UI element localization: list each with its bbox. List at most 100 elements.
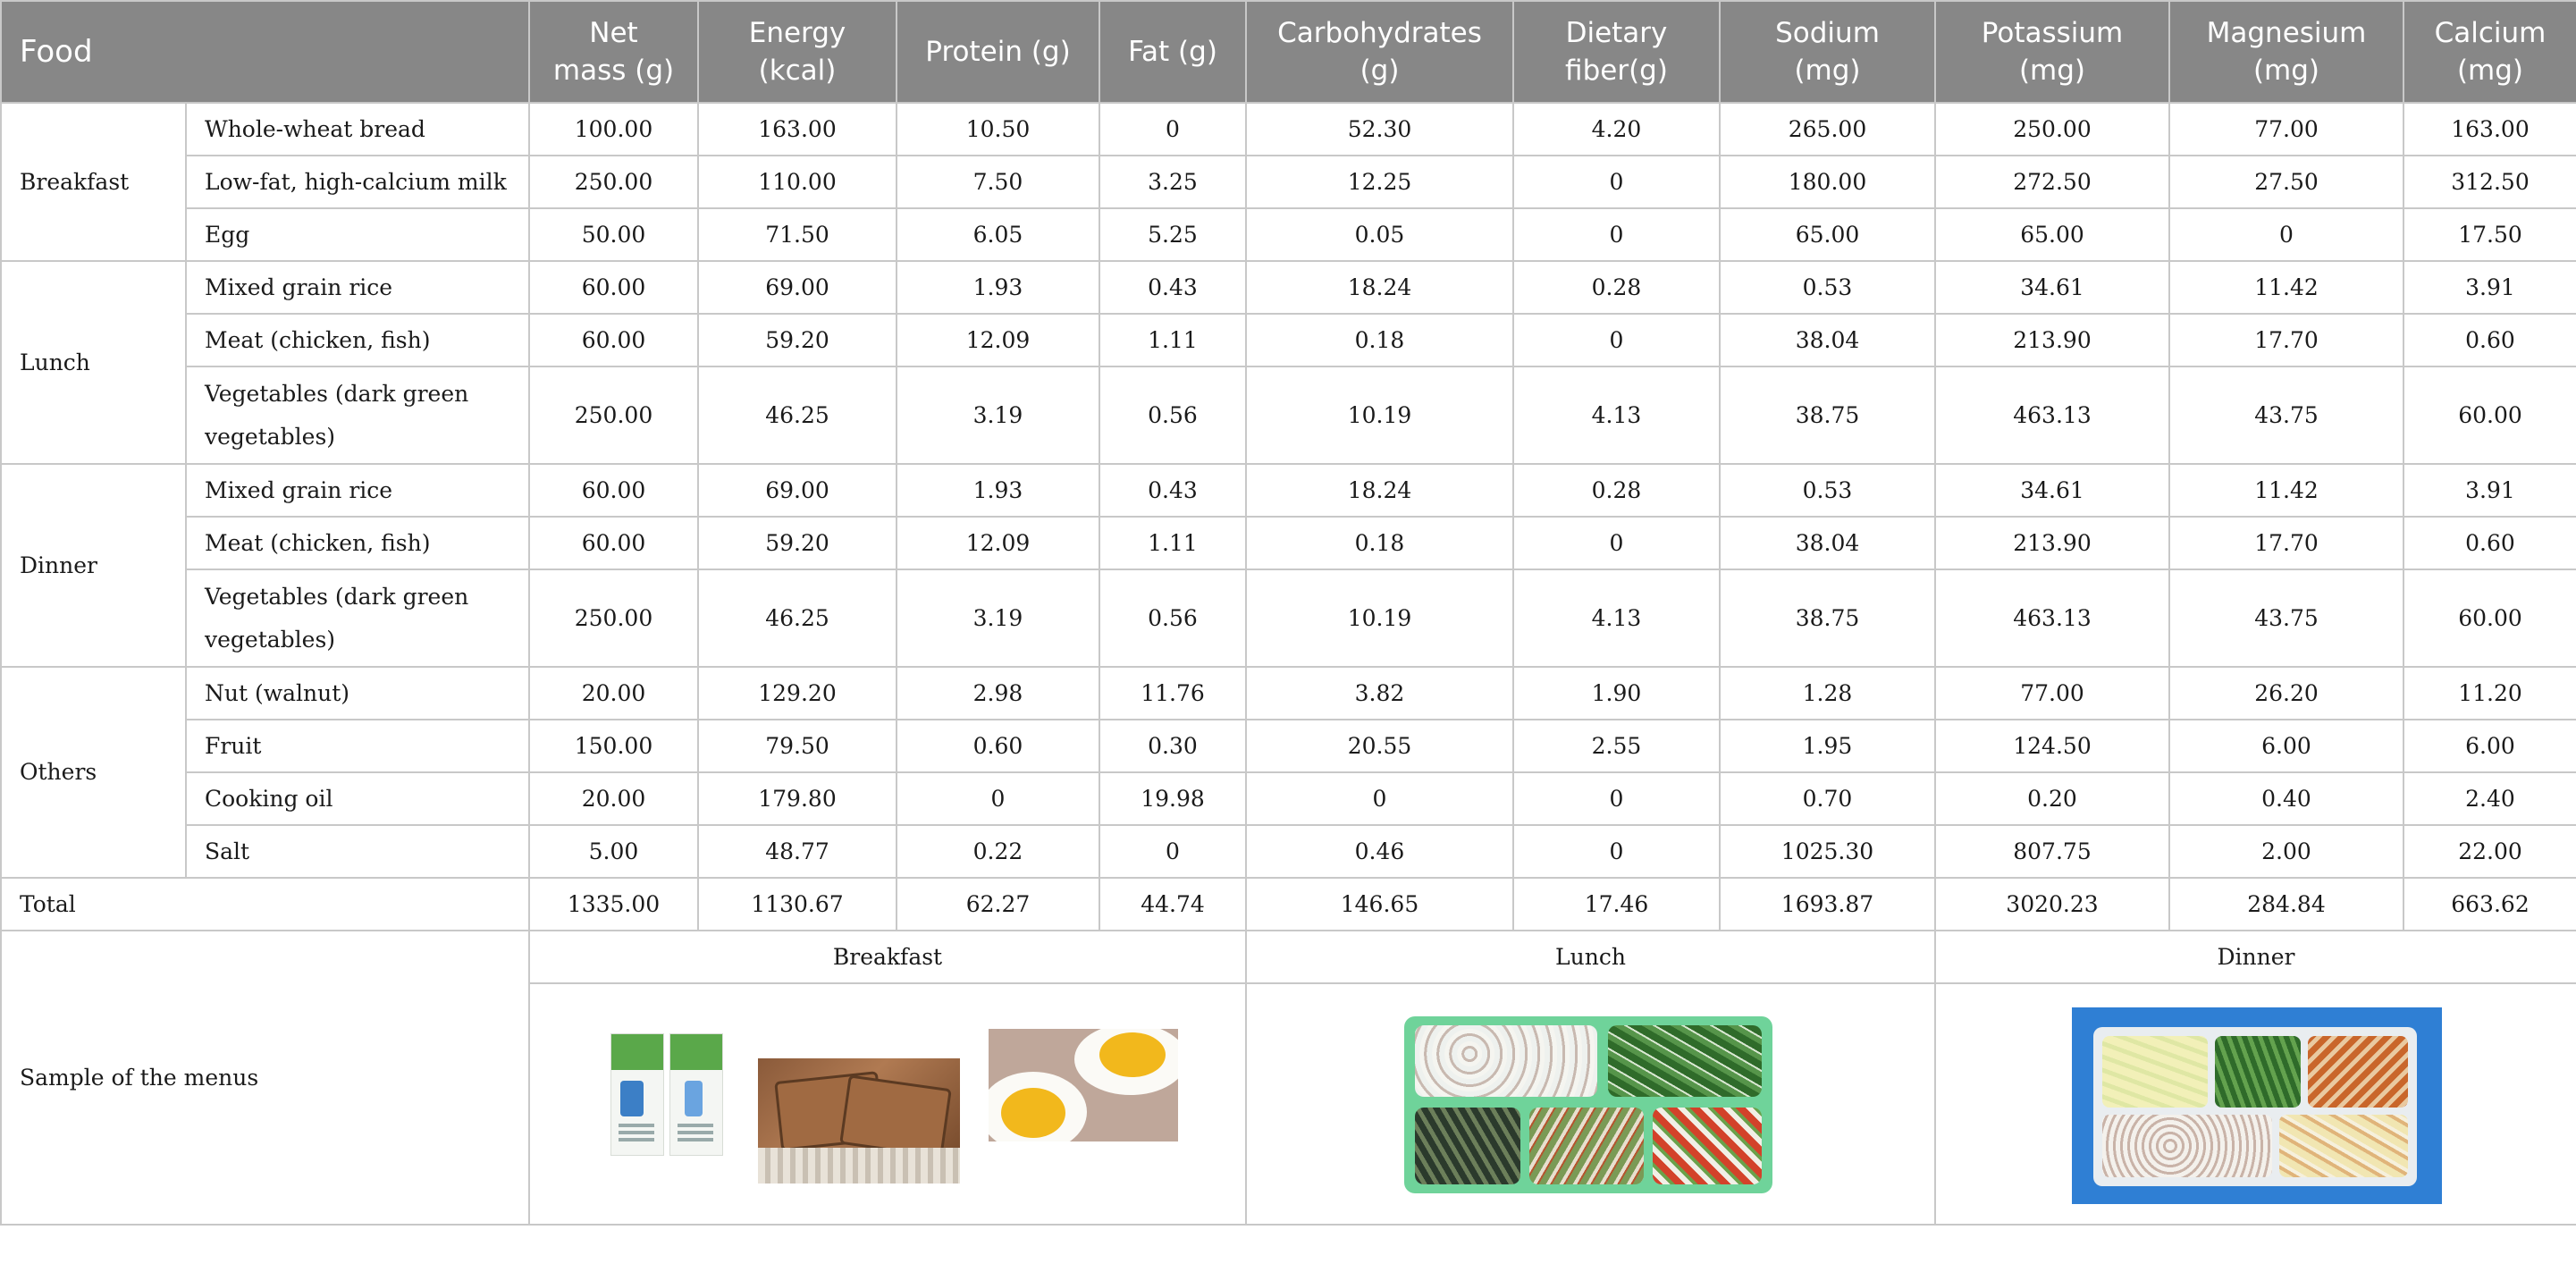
value-cell: 60.00 bbox=[528, 463, 699, 518]
value-cell: 180.00 bbox=[1719, 155, 1936, 209]
value-cell: 4.13 bbox=[1512, 569, 1721, 668]
value-cell: 0.28 bbox=[1512, 463, 1721, 518]
value-cell: 46.25 bbox=[697, 569, 897, 668]
value-cell: 0.53 bbox=[1719, 463, 1936, 518]
table-row: Salt 5.00 48.77 0.22 0 0.46 0 1025.30 80… bbox=[1, 824, 2576, 879]
total-value: 663.62 bbox=[2403, 877, 2576, 931]
value-cell: 1.11 bbox=[1099, 516, 1247, 570]
value-cell: 69.00 bbox=[697, 260, 897, 315]
value-cell: 10.19 bbox=[1245, 366, 1514, 465]
value-cell: 2.55 bbox=[1512, 719, 1721, 773]
table-row: Vegetables (dark green vegetables) 250.00… bbox=[1, 366, 2576, 465]
value-cell: 11.20 bbox=[2403, 666, 2576, 720]
nutrition-table-container: Food Net mass (g) Energy (kcal) Protein (g… bbox=[0, 0, 2576, 1226]
value-cell: 0.56 bbox=[1099, 366, 1247, 465]
food-item: Egg bbox=[185, 207, 530, 262]
value-cell: 11.76 bbox=[1099, 666, 1247, 720]
value-cell: 18.24 bbox=[1245, 463, 1514, 518]
total-value: 146.65 bbox=[1245, 877, 1514, 931]
value-cell: 179.80 bbox=[697, 771, 897, 826]
total-value: 1693.87 bbox=[1719, 877, 1936, 931]
value-cell: 38.04 bbox=[1719, 313, 1936, 367]
value-cell: 4.13 bbox=[1512, 366, 1721, 465]
breakfast-images-cell bbox=[528, 982, 1247, 1226]
sample-breakfast-label: Breakfast bbox=[528, 930, 1247, 984]
sample-menus-label: Sample of the menus bbox=[0, 930, 530, 1226]
value-cell: 60.00 bbox=[2403, 366, 2576, 465]
value-cell: 38.75 bbox=[1719, 569, 1936, 668]
header-food: Food bbox=[0, 0, 530, 104]
value-cell: 69.00 bbox=[697, 463, 897, 518]
value-cell: 60.00 bbox=[528, 313, 699, 367]
value-cell: 0 bbox=[1099, 102, 1247, 156]
value-cell: 27.50 bbox=[2168, 155, 2404, 209]
table-row: Dinner Mixed grain rice 60.00 69.00 1.93… bbox=[0, 463, 2576, 668]
value-cell: 65.00 bbox=[1934, 207, 2170, 262]
total-value: 62.27 bbox=[896, 877, 1100, 931]
value-cell: 213.90 bbox=[1934, 516, 2170, 570]
value-cell: 17.70 bbox=[2168, 313, 2404, 367]
value-cell: 0 bbox=[896, 771, 1100, 826]
header-sodium: Sodium (mg) bbox=[1719, 0, 1936, 104]
value-cell: 213.90 bbox=[1934, 313, 2170, 367]
value-cell: 22.00 bbox=[2403, 824, 2576, 879]
value-cell: 100.00 bbox=[528, 102, 699, 156]
value-cell: 46.25 bbox=[697, 366, 897, 465]
whole-wheat-bread-image bbox=[758, 1058, 960, 1184]
food-item: Vegetables (dark green vegetables) bbox=[185, 569, 530, 668]
table-row: Meat (chicken, fish) 60.00 59.20 12.09 1… bbox=[1, 516, 2576, 570]
value-cell: 110.00 bbox=[697, 155, 897, 209]
value-cell: 3.91 bbox=[2403, 463, 2576, 518]
value-cell: 0.05 bbox=[1245, 207, 1514, 262]
value-cell: 10.50 bbox=[896, 102, 1100, 156]
value-cell: 124.50 bbox=[1934, 719, 2170, 773]
value-cell: 77.00 bbox=[1934, 666, 2170, 720]
value-cell: 807.75 bbox=[1934, 824, 2170, 879]
value-cell: 60.00 bbox=[2403, 569, 2576, 668]
sample-lunch-label: Lunch bbox=[1245, 930, 1936, 984]
value-cell: 265.00 bbox=[1719, 102, 1936, 156]
breakfast-images bbox=[530, 984, 1245, 1224]
table-row: Lunch Mixed grain rice 60.00 69.00 1.93 … bbox=[0, 260, 2576, 465]
value-cell: 0.46 bbox=[1245, 824, 1514, 879]
food-item: Whole-wheat bread bbox=[185, 102, 530, 156]
table-row: Cooking oil 20.00 179.80 0 19.98 0 0 0.7… bbox=[1, 771, 2576, 826]
table-row: Meat (chicken, fish) 60.00 59.20 12.09 1… bbox=[1, 313, 2576, 367]
food-item: Meat (chicken, fish) bbox=[185, 313, 530, 367]
dinner-images bbox=[1936, 984, 2576, 1224]
value-cell: 0 bbox=[2168, 207, 2404, 262]
value-cell: 18.24 bbox=[1245, 260, 1514, 315]
header-magnesium: Magnesium (mg) bbox=[2168, 0, 2404, 104]
value-cell: 312.50 bbox=[2403, 155, 2576, 209]
sample-image-row bbox=[1, 982, 2576, 1226]
value-cell: 250.00 bbox=[528, 366, 699, 465]
value-cell: 0 bbox=[1099, 824, 1247, 879]
food-item: Cooking oil bbox=[185, 771, 530, 826]
value-cell: 3.82 bbox=[1245, 666, 1514, 720]
value-cell: 150.00 bbox=[528, 719, 699, 773]
value-cell: 5.25 bbox=[1099, 207, 1247, 262]
value-cell: 59.20 bbox=[697, 313, 897, 367]
value-cell: 463.13 bbox=[1934, 366, 2170, 465]
value-cell: 1.95 bbox=[1719, 719, 1936, 773]
value-cell: 2.40 bbox=[2403, 771, 2576, 826]
header-calcium: Calcium (mg) bbox=[2403, 0, 2576, 104]
value-cell: 1.90 bbox=[1512, 666, 1721, 720]
value-cell: 20.00 bbox=[528, 771, 699, 826]
sample-dinner-label: Dinner bbox=[1934, 930, 2576, 984]
total-value: 44.74 bbox=[1099, 877, 1247, 931]
value-cell: 0 bbox=[1512, 771, 1721, 826]
value-cell: 26.20 bbox=[2168, 666, 2404, 720]
value-cell: 0.18 bbox=[1245, 313, 1514, 367]
value-cell: 250.00 bbox=[528, 155, 699, 209]
value-cell: 11.42 bbox=[2168, 260, 2404, 315]
food-item: Mixed grain rice bbox=[185, 463, 530, 518]
value-cell: 250.00 bbox=[1934, 102, 2170, 156]
meal-label-lunch: Lunch bbox=[0, 260, 187, 465]
milk-carton-image bbox=[610, 1033, 725, 1158]
value-cell: 0.43 bbox=[1099, 260, 1247, 315]
value-cell: 34.61 bbox=[1934, 463, 2170, 518]
value-cell: 7.50 bbox=[896, 155, 1100, 209]
value-cell: 0.22 bbox=[896, 824, 1100, 879]
value-cell: 2.98 bbox=[896, 666, 1100, 720]
